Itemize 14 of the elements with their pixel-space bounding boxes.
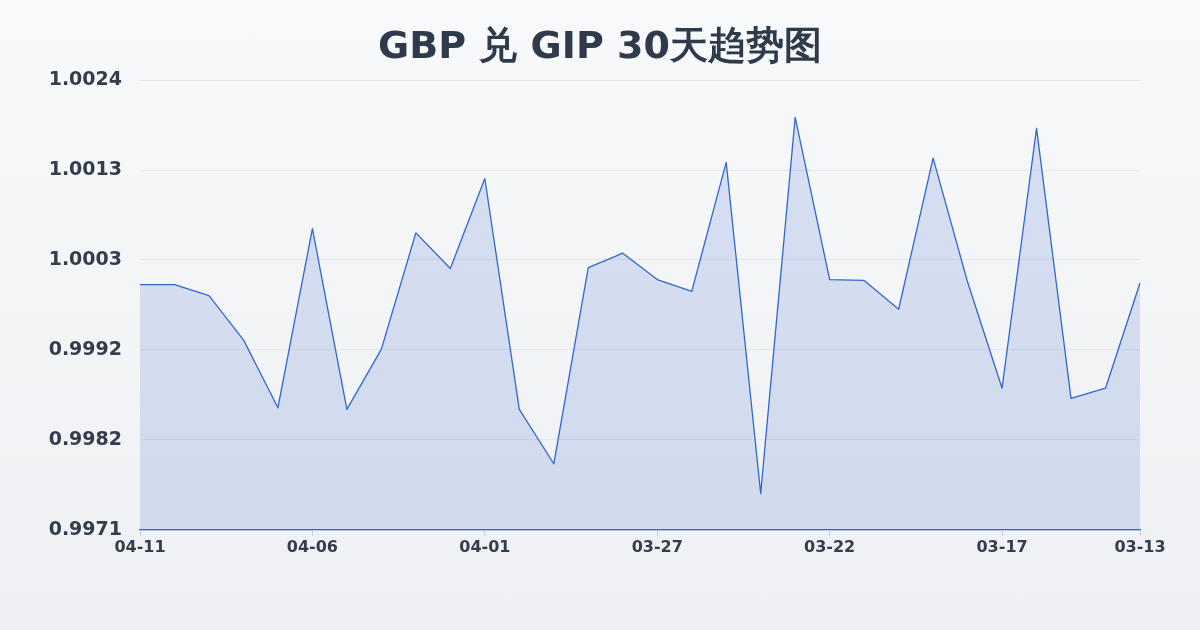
- x-tick-label: 04-01: [459, 536, 511, 556]
- y-tick-label: 1.0003: [48, 246, 122, 269]
- y-tick-label: 0.9992: [48, 336, 122, 359]
- y-tick-label: 0.9971: [48, 516, 122, 539]
- y-tick-label: 1.0013: [48, 156, 122, 179]
- x-tick-label: 04-06: [286, 536, 338, 556]
- x-tick-label: 04-11: [114, 536, 166, 556]
- x-tick-label: 03-22: [804, 536, 856, 556]
- y-tick-label: 1.0024: [48, 66, 122, 89]
- chart-title: GBP 兑 GIP 30天趋势图: [378, 23, 822, 67]
- x-tick-label: 03-27: [631, 536, 683, 556]
- x-tick-label: 03-17: [976, 536, 1028, 556]
- x-tick-label: 03-13: [1114, 536, 1166, 556]
- y-tick-label: 0.9982: [48, 426, 122, 449]
